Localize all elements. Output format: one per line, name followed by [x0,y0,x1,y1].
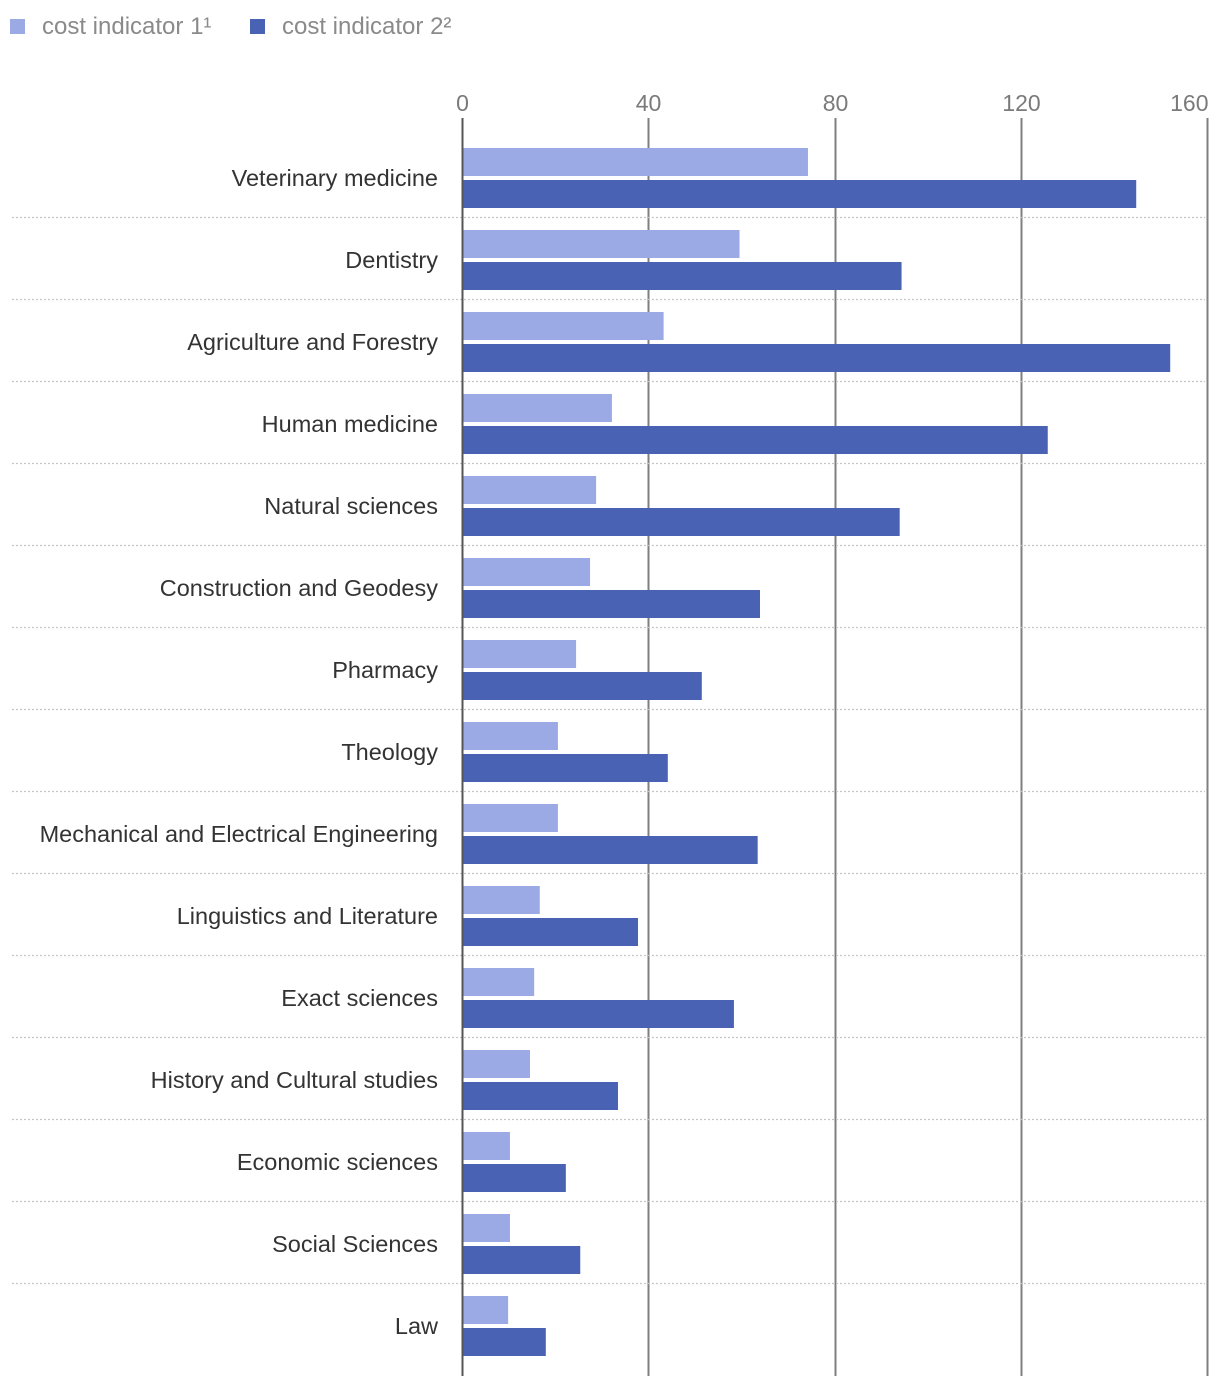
category-label: Economic sciences [237,1149,438,1175]
bar-series-1-human-medicine [462,394,612,422]
bar-series-2-pharmacy [462,672,702,700]
category-label: Human medicine [262,411,438,437]
legend-swatch-series-2 [250,19,265,34]
bar-series-2-social-sciences [462,1246,581,1274]
category-label: Pharmacy [332,657,438,683]
category-label: History and Cultural studies [151,1067,438,1093]
x-tick-label-80: 80 [823,90,849,116]
bar-series-2-agriculture-and-forestry [462,344,1171,372]
category-label: Construction and Geodesy [160,575,438,601]
bar-series-2-law [462,1328,546,1356]
bar-series-1-agriculture-and-forestry [462,312,664,340]
axis: 0 40 80 120 160 [456,90,1209,1376]
bar-series-1-construction-and-geodesy [462,558,591,586]
legend-label-series-2: cost indicator 2² [282,13,451,40]
grid [647,118,1209,1376]
x-tick-label-40: 40 [636,90,662,116]
bar-series-2-natural-sciences [462,508,900,536]
category-label: Agriculture and Forestry [187,329,438,355]
bar-series-1-history-and-cultural-studies [462,1050,530,1078]
legend-label-series-1: cost indicator 1¹ [42,13,211,40]
category-label: Veterinary medicine [232,165,438,191]
bar-series-1-mechanical-and-electrical-engineering [462,804,558,832]
legend-swatch-series-1 [10,19,25,34]
category-label: Theology [341,739,438,765]
bar-series-2-veterinary-medicine [462,180,1137,208]
bar-series-1-linguistics-and-literature [462,886,540,914]
category-labels: Veterinary medicine Dentistry Agriculture … [40,165,439,1339]
x-tick-label-160: 160 [1170,90,1208,116]
bar-series-1-exact-sciences [462,968,535,996]
category-separators [12,216,1205,1285]
bar-series-2-mechanical-and-electrical-engineering [462,836,758,864]
bar-series-1-veterinary-medicine [462,148,808,176]
bar-series-1-natural-sciences [462,476,597,504]
x-tick-label-0: 0 [456,90,469,116]
bar-series-2-linguistics-and-literature [462,918,639,946]
bar-series-1-economic-sciences [462,1132,510,1160]
category-label: Law [395,1313,439,1339]
legend: cost indicator 1¹ cost indicator 2² [10,13,451,40]
bar-series-2-economic-sciences [462,1164,566,1192]
category-label: Dentistry [345,247,438,273]
category-label: Natural sciences [264,493,438,519]
bar-series-1-dentistry [462,230,740,258]
category-label: Social Sciences [272,1231,438,1257]
bar-series-2-exact-sciences [462,1000,734,1028]
bar-series-1-law [462,1296,509,1324]
bar-series-1-social-sciences [462,1214,510,1242]
bar-series-2-history-and-cultural-studies [462,1082,618,1110]
bar-series-2-theology [462,754,668,782]
bars [462,148,1171,1356]
bar-series-2-construction-and-geodesy [462,590,760,618]
x-tick-label-120: 120 [1002,90,1040,116]
bar-series-2-dentistry [462,262,902,290]
bar-series-2-human-medicine [462,426,1048,454]
bar-series-1-pharmacy [462,640,577,668]
category-label: Exact sciences [281,985,438,1011]
category-label: Linguistics and Literature [177,903,438,929]
bar-series-1-theology [462,722,558,750]
category-label: Mechanical and Electrical Engineering [40,821,438,847]
